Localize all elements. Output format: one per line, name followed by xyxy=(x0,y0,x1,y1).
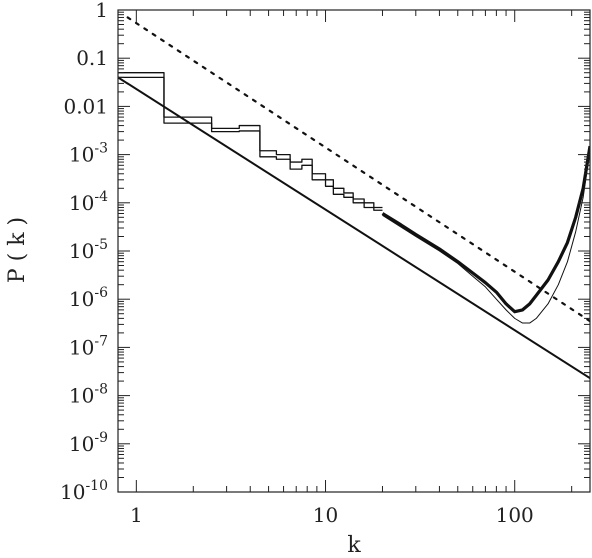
y-tick-label: 10-9 xyxy=(69,430,108,456)
y-tick-label: 10-7 xyxy=(69,333,108,359)
y-tick-label: 10-8 xyxy=(69,382,108,408)
x-tick-label: 10 xyxy=(313,503,338,527)
series-line-1 xyxy=(118,76,590,380)
series-line-3 xyxy=(118,72,383,209)
series-line-2 xyxy=(126,16,590,323)
y-tick-label: 10-4 xyxy=(69,189,108,215)
y-axis-label: P ( k ) xyxy=(5,217,30,283)
series-line-4 xyxy=(118,76,383,211)
plot-marks xyxy=(118,16,590,380)
y-tick-label: 1 xyxy=(95,0,108,22)
y-tick-label: 10-6 xyxy=(69,285,108,311)
y-tick-label: 0.01 xyxy=(63,94,108,118)
series-line-6 xyxy=(382,150,590,324)
y-tick-label: 10-5 xyxy=(69,237,108,263)
x-tick-label: 100 xyxy=(496,503,534,527)
y-tick-label: 10-3 xyxy=(69,141,108,167)
series-line-5 xyxy=(381,145,590,314)
plot-frame xyxy=(117,9,591,493)
axis-ticks: 1 10 100 1 0.1 0.01 10-3 10-4 10-5 10-6 10-7 10-8 10… xyxy=(60,0,590,527)
y-tick-label: 10-10 xyxy=(60,478,108,504)
x-tick-label: 1 xyxy=(130,503,143,527)
x-axis-label: k xyxy=(347,533,361,558)
y-tick-label: 0.1 xyxy=(76,46,108,70)
